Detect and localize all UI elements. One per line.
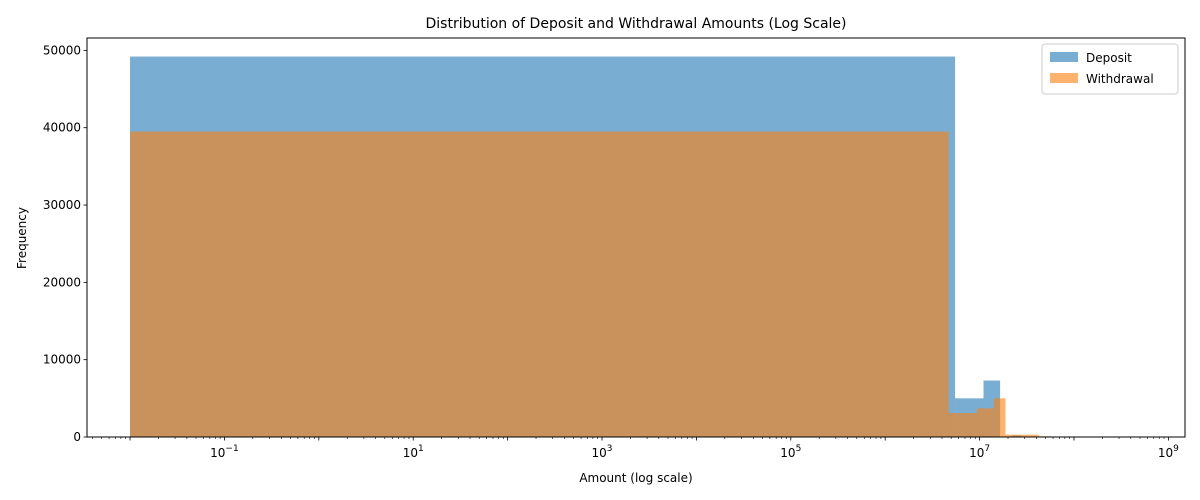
legend-label-deposit: Deposit — [1086, 51, 1132, 65]
bars-layer — [130, 56, 1051, 438]
y-tick-label: 30000 — [43, 198, 81, 212]
withdrawal-bar-4 — [1005, 434, 1039, 437]
x-tick-label: 103 — [592, 444, 613, 460]
y-tick-label: 10000 — [43, 353, 81, 367]
plot-frame — [86, 37, 1186, 438]
legend-swatch-withdrawal — [1050, 73, 1078, 83]
x-tick-label: 101 — [403, 444, 424, 460]
x-axis-title: Amount (log scale) — [579, 471, 692, 485]
legend-swatch-deposit — [1050, 52, 1078, 62]
legend: Deposit Withdrawal — [1041, 43, 1179, 95]
withdrawal-bar-0 — [130, 131, 949, 437]
withdrawal-bar-3 — [993, 398, 1006, 437]
x-axis: 10−1 101 103 105 107 109 — [92, 437, 1179, 460]
y-axis-title: Frequency — [15, 207, 29, 269]
x-tick-label: 105 — [780, 444, 801, 460]
series-withdrawal — [130, 131, 1051, 437]
legend-label-withdrawal: Withdrawal — [1086, 72, 1154, 86]
y-tick-label: 20000 — [43, 275, 81, 289]
chart-title: Distribution of Deposit and Withdrawal A… — [425, 16, 846, 32]
y-tick-label: 50000 — [43, 43, 81, 57]
y-tick-label: 40000 — [43, 121, 81, 135]
x-tick-label: 10−1 — [210, 444, 239, 460]
withdrawal-bar-1 — [948, 413, 978, 437]
withdrawal-bar-2 — [977, 408, 994, 437]
x-tick-label: 107 — [969, 444, 990, 460]
y-axis: 0 10000 20000 30000 40000 50000 — [43, 43, 87, 444]
y-tick-label: 0 — [73, 430, 81, 444]
x-tick-label: 109 — [1158, 444, 1179, 460]
